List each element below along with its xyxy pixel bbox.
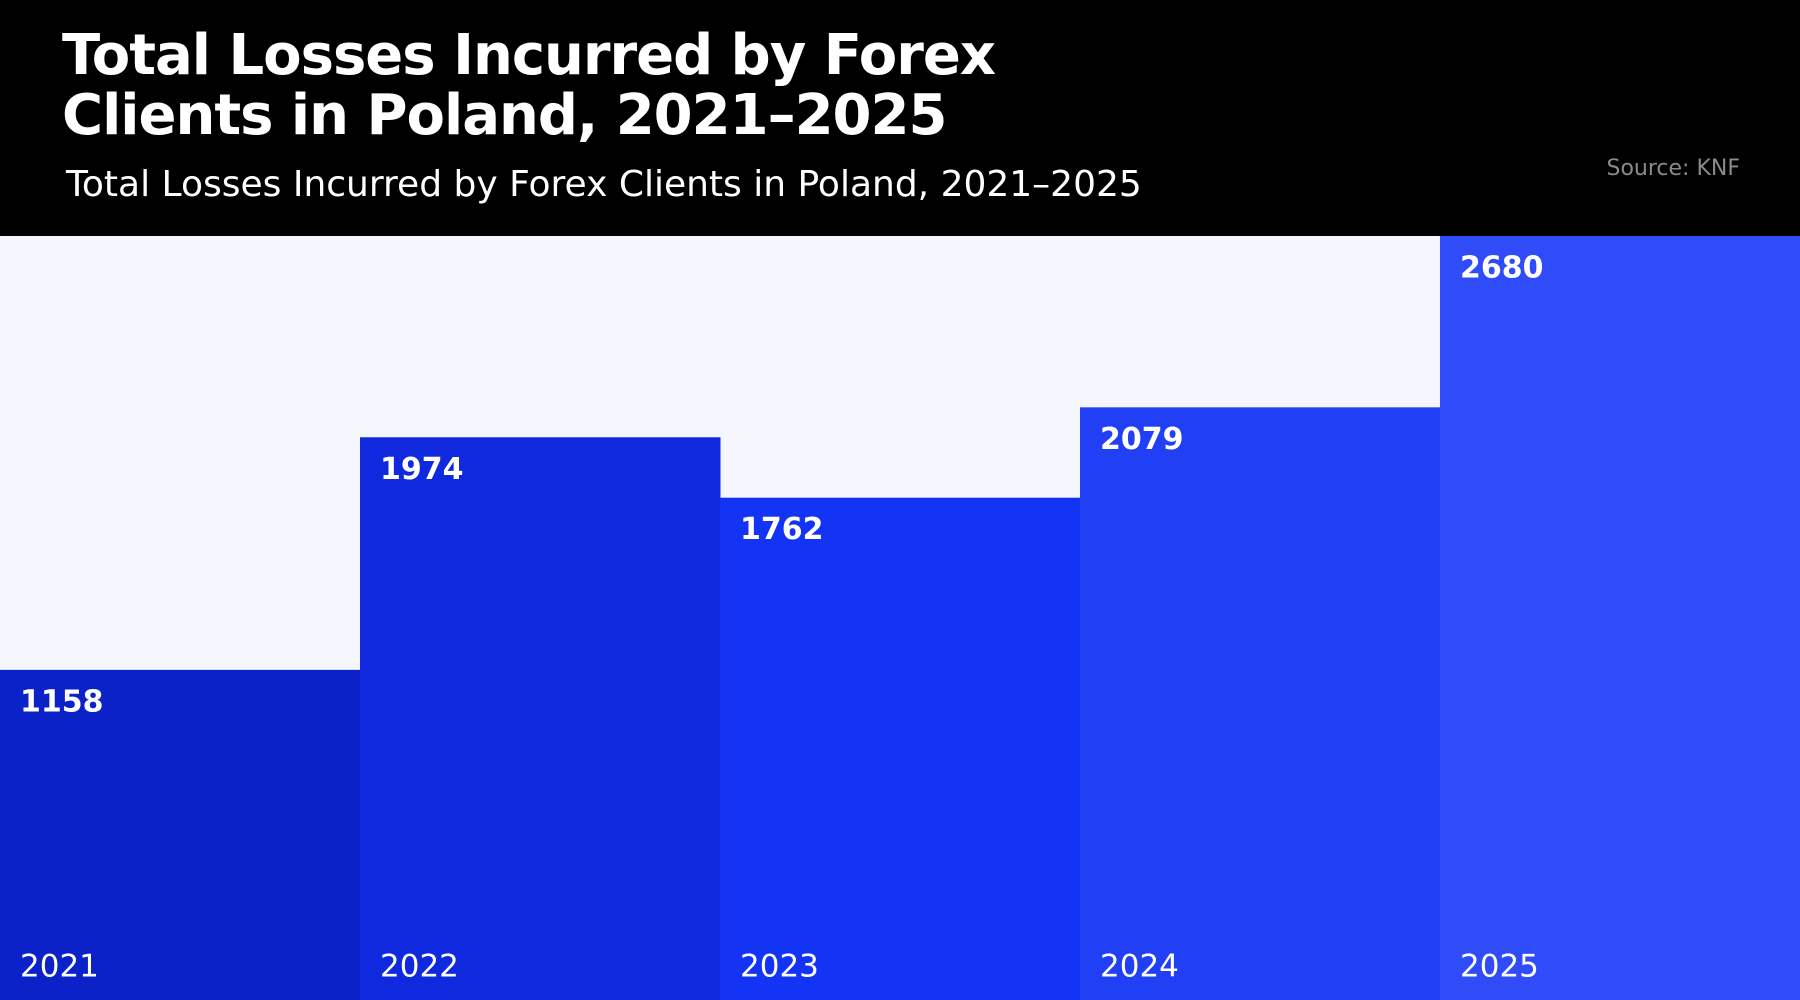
- bar: [360, 437, 721, 1000]
- bar: [0, 669, 361, 1000]
- chart-title: Total Losses Incurred by Forex Clients i…: [62, 23, 996, 148]
- bar: [1080, 407, 1441, 1000]
- source-note: Source: KNF: [1606, 156, 1740, 181]
- value-label: 1974: [380, 452, 464, 487]
- chart: 1158 2021 1974 2022 1762 2023 2079 2024 2680 2025: [0, 236, 1800, 1000]
- header: Total Losses Incurred by Forex Clients i…: [0, 0, 1800, 236]
- value-label: 2680: [1460, 251, 1544, 286]
- bar: [1440, 236, 1800, 1000]
- x-tick-label: 2023: [740, 949, 819, 985]
- x-tick-label: 2022: [380, 949, 459, 985]
- x-tick-label: 2025: [1460, 949, 1539, 985]
- value-label: 1762: [740, 512, 824, 547]
- x-tick-label: 2021: [20, 949, 99, 985]
- bar: [720, 497, 1081, 1000]
- value-label: 2079: [1100, 422, 1184, 457]
- value-label: 1158: [20, 684, 104, 719]
- chart-subtitle: Total Losses Incurred by Forex Clients i…: [66, 164, 1142, 205]
- x-tick-label: 2024: [1100, 949, 1179, 985]
